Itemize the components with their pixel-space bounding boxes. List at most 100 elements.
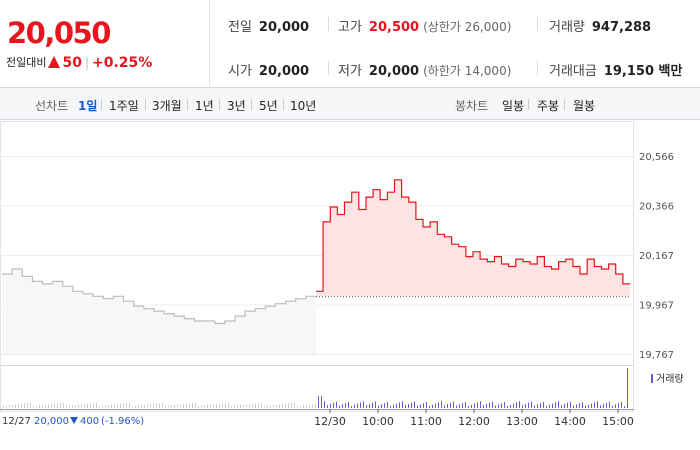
volume-bar xyxy=(360,402,361,408)
stat-value: 947,288 xyxy=(591,20,652,35)
candle-daily[interactable]: 일봉 xyxy=(502,99,525,113)
today-area-fill xyxy=(316,179,630,297)
volume-bar xyxy=(36,405,37,408)
volume-bar xyxy=(432,404,433,408)
volume-bar xyxy=(243,404,244,408)
volume-bar xyxy=(621,402,622,408)
price-chart[interactable]: 20,566 20,366 20,167 19,967 19,767 12/30 10:0… xyxy=(0,121,700,450)
volume-bar xyxy=(30,402,31,408)
volume-bar xyxy=(510,404,511,408)
stat-prev-close: 전일 20,000 xyxy=(228,16,309,35)
volume-bar xyxy=(282,404,283,408)
volume-bar xyxy=(534,405,535,408)
current-price: 20,050 xyxy=(7,16,111,50)
volume-bar xyxy=(201,405,202,408)
volume-bar xyxy=(273,405,274,408)
lower-limit: (하한가 14,000) xyxy=(423,64,512,78)
volume-bar xyxy=(561,405,562,408)
volume-bar xyxy=(99,406,100,408)
volume-bar xyxy=(426,402,427,408)
volume-bar xyxy=(249,404,250,408)
volume-bar xyxy=(351,406,352,408)
x-tick-label: 15:00 xyxy=(602,415,634,428)
volume-bar xyxy=(573,405,574,408)
x-tick-label: 13:00 xyxy=(506,415,538,428)
volume-bar xyxy=(459,404,460,408)
divider xyxy=(328,17,329,31)
stat-value: 20,000 xyxy=(258,64,310,79)
today-fill xyxy=(316,179,630,297)
period-3m[interactable]: 3개월 xyxy=(152,99,182,113)
y-tick-label: 20,366 xyxy=(639,202,674,213)
divider xyxy=(528,99,529,110)
volume-bar xyxy=(144,404,145,408)
candle-weekly[interactable]: 주봉 xyxy=(537,99,560,113)
volume-bar xyxy=(90,403,91,408)
volume-bar xyxy=(135,405,136,408)
volume-bar xyxy=(204,405,205,408)
period-1w[interactable]: 1주일 xyxy=(109,99,139,113)
volume-bar xyxy=(444,405,445,408)
volume-bar xyxy=(165,406,166,408)
volume-bar xyxy=(69,405,70,408)
period-1y[interactable]: 1년 xyxy=(195,99,214,113)
stat-label: 고가 xyxy=(338,20,362,35)
stat-label: 거래량 xyxy=(549,20,585,35)
volume-bar xyxy=(546,406,547,408)
period-5y[interactable]: 5년 xyxy=(259,99,278,113)
volume-bar xyxy=(405,405,406,408)
volume-bar xyxy=(453,401,454,408)
volume-bar xyxy=(372,402,373,408)
volume-bar xyxy=(588,404,589,408)
volume-bar xyxy=(600,405,601,408)
volume-bar xyxy=(297,406,298,408)
candle-chart-label: 봉차트 xyxy=(455,99,489,113)
x-tick-label: 14:00 xyxy=(554,415,586,428)
volume-bar xyxy=(312,404,313,408)
volume-bar xyxy=(153,403,154,408)
volume-bar xyxy=(627,368,628,408)
volume-bar xyxy=(198,406,199,408)
volume-bar xyxy=(222,403,223,408)
volume-bar xyxy=(168,405,169,408)
volume-bar xyxy=(279,404,280,408)
period-3y[interactable]: 3년 xyxy=(227,99,246,113)
volume-bar xyxy=(129,402,130,408)
divider xyxy=(537,17,538,31)
volume-bar xyxy=(120,403,121,408)
chart-frame xyxy=(0,121,634,412)
volume-bar xyxy=(381,404,382,408)
volume-bar xyxy=(186,403,187,408)
volume-bar xyxy=(480,401,481,408)
candle-monthly[interactable]: 월봉 xyxy=(573,99,596,113)
x-tick-label: 10:00 xyxy=(362,415,394,428)
volume-bar xyxy=(138,405,139,408)
volume-bar xyxy=(402,401,403,408)
volume-bar xyxy=(411,402,412,408)
volume-bar xyxy=(93,403,94,408)
period-1d[interactable]: 1일 xyxy=(78,99,98,113)
volume-bar xyxy=(567,402,568,408)
change-separator: | xyxy=(84,56,90,70)
volume-bar xyxy=(15,404,16,408)
volume-bar xyxy=(180,404,181,408)
volume-bar xyxy=(540,403,541,408)
stat-value: 20,000 xyxy=(368,64,420,79)
volume-bar xyxy=(603,404,604,408)
volume-bar xyxy=(141,405,142,408)
volume-bar xyxy=(333,402,334,408)
volume-bar xyxy=(285,403,286,408)
volume-bar xyxy=(564,404,565,408)
y-axis-ticks: 20,566 20,366 20,167 19,967 19,767 xyxy=(639,152,674,361)
prev-day-date: 12/27 xyxy=(2,416,31,427)
volume-bar xyxy=(414,401,415,408)
volume-bar xyxy=(3,405,4,408)
volume-bar xyxy=(132,406,133,408)
volume-bar xyxy=(456,405,457,408)
volume-bar xyxy=(255,403,256,408)
volume-bar xyxy=(519,401,520,408)
volume-bar xyxy=(543,402,544,408)
volume-bar xyxy=(555,402,556,408)
volume-bar xyxy=(195,402,196,408)
period-10y[interactable]: 10년 xyxy=(290,99,317,113)
